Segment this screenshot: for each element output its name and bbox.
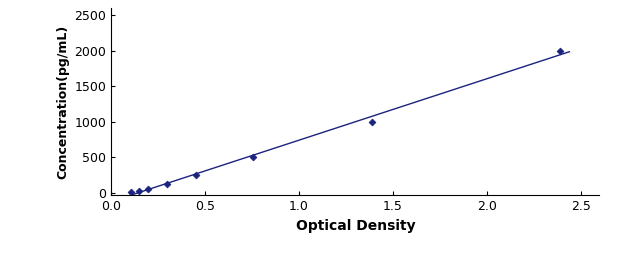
Y-axis label: Concentration(pg/mL): Concentration(pg/mL) bbox=[56, 24, 69, 179]
X-axis label: Optical Density: Optical Density bbox=[295, 218, 415, 233]
